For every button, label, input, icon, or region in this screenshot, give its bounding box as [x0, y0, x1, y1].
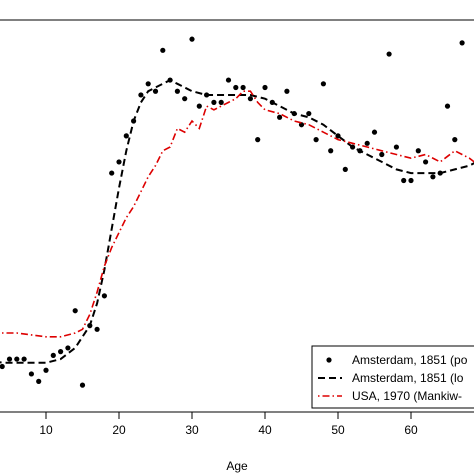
data-point	[233, 84, 239, 91]
x-tick-label-50: 50	[331, 423, 345, 437]
data-point	[174, 88, 180, 94]
data-point	[364, 140, 370, 146]
data-point	[240, 84, 246, 91]
data-point	[328, 148, 334, 154]
plot-area	[0, 19, 474, 413]
data-point	[6, 356, 13, 362]
data-point	[21, 356, 27, 362]
data-point	[371, 129, 378, 135]
data-point	[225, 77, 232, 83]
data-point	[138, 92, 144, 98]
legend-point-marker	[326, 357, 332, 363]
data-point	[342, 166, 348, 172]
legend-label: USA, 1970 (Mankiw-	[352, 389, 462, 403]
data-point	[14, 356, 20, 362]
data-point	[116, 159, 122, 165]
data-point	[123, 133, 129, 139]
data-point	[262, 84, 268, 91]
x-tick-label-30: 30	[185, 423, 199, 437]
data-point	[423, 159, 429, 165]
data-point	[72, 308, 78, 314]
data-point	[160, 47, 166, 53]
data-point	[109, 170, 115, 176]
series-line-loess	[0, 78, 474, 364]
data-point	[298, 122, 305, 128]
data-point	[320, 81, 326, 87]
data-point	[393, 144, 399, 150]
data-point	[408, 177, 414, 184]
x-tick-label-40: 40	[258, 423, 272, 437]
plot-marks	[0, 36, 474, 388]
data-point	[145, 81, 151, 87]
legend: Amsterdam, 1851 (po Amsterdam, 1851 (lo US…	[311, 345, 474, 409]
data-point	[430, 174, 436, 180]
data-point	[459, 40, 465, 46]
data-point	[284, 88, 290, 94]
data-point	[415, 148, 421, 154]
data-point	[94, 326, 100, 332]
legend-label: Amsterdam, 1851 (po	[352, 353, 468, 367]
data-point	[28, 371, 34, 377]
x-axis: 10 20 30 40 50 60	[39, 412, 418, 437]
data-point	[101, 293, 107, 299]
data-point	[452, 137, 458, 143]
data-point	[247, 96, 253, 102]
legend-box	[311, 345, 474, 409]
data-point	[218, 99, 224, 105]
data-point	[401, 177, 407, 184]
data-point	[255, 137, 261, 143]
data-point	[182, 96, 188, 102]
x-tick-label-20: 20	[112, 423, 126, 437]
data-point	[79, 382, 86, 388]
data-point	[313, 137, 319, 143]
data-point	[189, 36, 195, 42]
x-axis-title: Age	[226, 459, 248, 473]
data-point	[211, 99, 217, 105]
data-point	[58, 349, 64, 355]
legend-label: Amsterdam, 1851 (lo	[352, 371, 464, 385]
data-point	[444, 103, 451, 109]
data-point	[386, 51, 392, 57]
x-tick-label-60: 60	[404, 423, 418, 437]
data-point	[306, 110, 312, 117]
data-point	[0, 363, 5, 370]
data-point	[50, 352, 56, 358]
data-point	[379, 151, 385, 158]
data-point	[65, 345, 71, 351]
data-point	[43, 367, 49, 373]
x-tick-label-10: 10	[39, 423, 53, 437]
data-point	[36, 378, 42, 384]
data-point	[196, 103, 202, 109]
data-point	[277, 114, 283, 120]
series-line-usa	[0, 90, 474, 338]
data-point	[152, 88, 159, 94]
